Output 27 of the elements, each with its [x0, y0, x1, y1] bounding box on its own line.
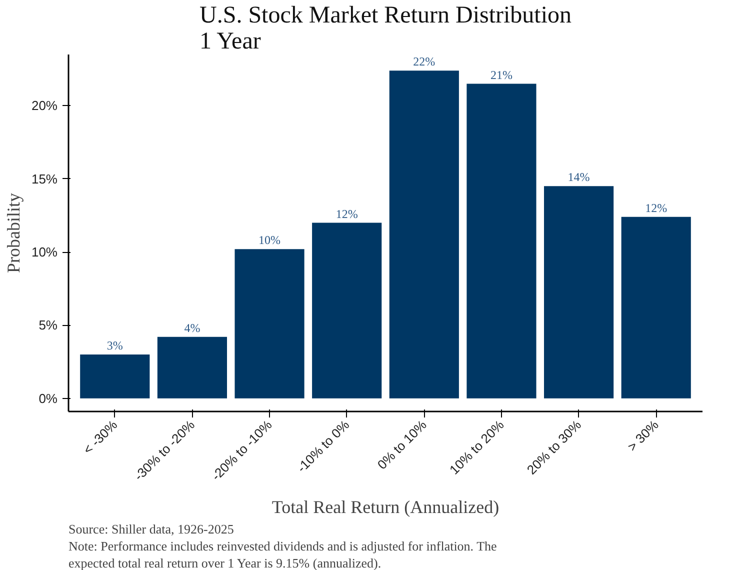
data-label: 12% — [645, 200, 668, 215]
data-label: 12% — [336, 206, 358, 221]
y-tick-label: 10% — [31, 244, 58, 260]
y-tick-label: 0% — [38, 390, 58, 406]
bar — [389, 70, 459, 398]
text: Note: Performance includes reinvested dividends and is adjusted for inflation. The expected total real return over 1 Year is 9.15% (annualized). — [68, 538, 498, 570]
y-tick-label: 5% — [38, 318, 58, 333]
bar — [80, 354, 150, 398]
y-axis-title: Probability — [3, 193, 24, 273]
x-tick-label: > 30% — [624, 416, 662, 454]
bar — [157, 336, 227, 398]
bar — [312, 222, 382, 398]
x-axis-title: Total Real Return (Annualized) — [272, 496, 500, 517]
bar — [621, 216, 691, 398]
bar — [544, 186, 614, 398]
data-label: 10% — [258, 233, 281, 248]
data-label: 21% — [490, 68, 512, 82]
bar — [234, 249, 304, 398]
data-label: 14% — [568, 170, 590, 184]
data-label: 3% — [106, 338, 123, 352]
data-label: 22% — [413, 54, 436, 69]
chart-title: U.S. Stock Market Return Distribution 1 Year — [200, 2, 572, 54]
y-tick-label: 20% — [31, 98, 58, 114]
bar — [466, 84, 536, 398]
data-label: 4% — [184, 320, 200, 335]
y-tick-label: 15% — [31, 171, 58, 186]
source-note: Source: Shiller data, 1926-2025 — [68, 522, 234, 536]
